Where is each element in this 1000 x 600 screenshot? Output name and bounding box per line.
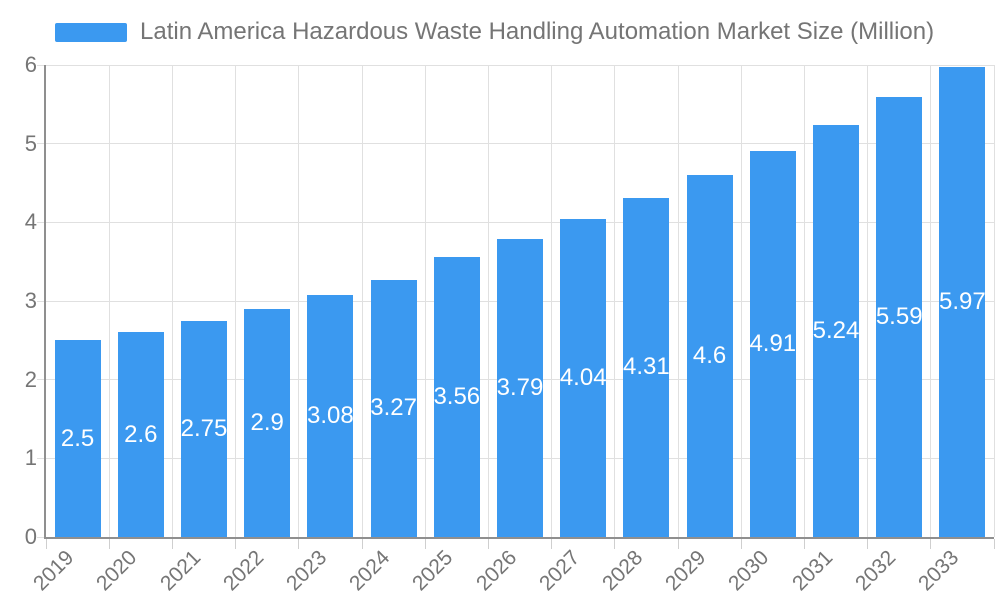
x-axis-label-2031: 2031 xyxy=(787,545,837,596)
x-axis-line xyxy=(44,537,994,539)
bar-value-label: 5.24 xyxy=(812,316,860,344)
y-axis-label-4: 4 xyxy=(24,209,37,235)
y-axis-label-0: 0 xyxy=(24,524,37,549)
x-tick-11 xyxy=(740,539,742,549)
x-axis-label-2032: 2032 xyxy=(850,545,900,596)
bar-2021[interactable]: 2.75 xyxy=(180,320,228,537)
y-tick-3 xyxy=(37,300,45,302)
y-axis-label-1: 1 xyxy=(24,445,37,471)
bar-2028[interactable]: 4.31 xyxy=(623,197,670,537)
gridline-v-8 xyxy=(551,65,553,537)
x-axis-label-2025: 2025 xyxy=(408,545,458,596)
y-axis-label-6: 6 xyxy=(24,52,37,77)
legend-swatch xyxy=(55,22,127,42)
bar-value-label: 3.79 xyxy=(496,373,544,401)
x-tick-2 xyxy=(171,539,173,549)
x-tick-10 xyxy=(677,539,679,549)
x-axis-label-2021: 2021 xyxy=(155,545,205,596)
y-tick-6 xyxy=(37,64,45,66)
bar-value-label: 4.6 xyxy=(692,342,727,370)
x-tick-14 xyxy=(930,539,932,549)
x-axis-label-2033: 2033 xyxy=(913,545,964,596)
x-tick-1 xyxy=(108,539,110,549)
gridline-h-6 xyxy=(46,64,994,66)
bar-value-label: 2.75 xyxy=(180,414,228,442)
x-axis-label-2029: 2029 xyxy=(661,545,711,596)
bar-value-label: 5.59 xyxy=(875,303,923,331)
gridline-v-4 xyxy=(298,65,300,537)
bar-2027[interactable]: 4.04 xyxy=(559,219,607,537)
bar-2029[interactable]: 4.6 xyxy=(686,175,733,537)
bar-value-label: 2.5 xyxy=(60,424,95,452)
gridline-v-5 xyxy=(361,65,363,537)
x-tick-5 xyxy=(361,539,363,549)
gridline-v-12 xyxy=(803,65,805,537)
gridline-v-11 xyxy=(740,65,742,537)
x-tick-15 xyxy=(993,539,995,549)
x-axis-label-2030: 2030 xyxy=(724,545,774,596)
bar-2020[interactable]: 2.6 xyxy=(117,332,164,537)
gridline-v-6 xyxy=(424,65,426,537)
bar-value-label: 4.31 xyxy=(623,353,670,381)
y-axis-label-3: 3 xyxy=(24,288,37,313)
bar-2024[interactable]: 3.27 xyxy=(370,279,417,537)
gridline-v-7 xyxy=(487,65,489,537)
bar-value-label: 5.97 xyxy=(939,288,986,316)
y-tick-0 xyxy=(37,536,45,538)
bar-2023[interactable]: 3.08 xyxy=(307,294,354,537)
gridline-h-4 xyxy=(46,221,994,223)
gridline-h-5 xyxy=(46,143,994,145)
x-axis-label-2026: 2026 xyxy=(471,545,521,596)
bar-2033[interactable]: 5.97 xyxy=(939,67,986,537)
y-axis-label-5: 5 xyxy=(24,130,37,156)
x-tick-0 xyxy=(45,539,47,549)
bar-value-label: 4.91 xyxy=(749,329,797,357)
x-axis-label-2022: 2022 xyxy=(218,545,268,596)
x-tick-6 xyxy=(424,539,426,549)
bar-value-label: 2.6 xyxy=(124,420,158,448)
bar-2019[interactable]: 2.5 xyxy=(54,340,101,537)
gridline-v-9 xyxy=(614,65,616,537)
y-tick-2 xyxy=(37,379,45,381)
bar-2032[interactable]: 5.59 xyxy=(875,97,923,537)
x-tick-7 xyxy=(487,539,489,549)
x-axis-label-2019: 2019 xyxy=(29,545,79,596)
x-tick-8 xyxy=(551,539,553,549)
bar-2030[interactable]: 4.91 xyxy=(749,150,797,537)
x-tick-4 xyxy=(298,539,300,549)
legend-label: Latin America Hazardous Waste Handling A… xyxy=(140,18,935,45)
gridline-v-3 xyxy=(235,65,237,537)
bar-2022[interactable]: 2.9 xyxy=(244,308,291,537)
y-tick-4 xyxy=(37,221,45,223)
x-tick-3 xyxy=(235,539,237,549)
y-axis-label-2: 2 xyxy=(24,366,37,392)
x-axis-label-2023: 2023 xyxy=(281,545,332,596)
x-tick-12 xyxy=(803,539,805,549)
gridline-v-10 xyxy=(677,65,679,537)
x-axis-label-2024: 2024 xyxy=(345,545,395,596)
bar-value-label: 4.04 xyxy=(559,364,607,392)
bar-2025[interactable]: 3.56 xyxy=(433,256,481,537)
bar-value-label: 2.9 xyxy=(250,408,284,436)
y-tick-1 xyxy=(37,457,45,459)
x-axis-label-2028: 2028 xyxy=(597,545,648,596)
bar-value-label: 3.08 xyxy=(307,401,354,429)
gridline-v-15 xyxy=(993,65,995,537)
gridline-v-1 xyxy=(108,65,110,537)
legend-item[interactable]: Latin America Hazardous Waste Handling A… xyxy=(55,19,934,45)
bar-value-label: 3.56 xyxy=(433,382,481,410)
bar-2026[interactable]: 3.79 xyxy=(496,238,544,537)
x-tick-9 xyxy=(614,539,616,549)
x-axis-label-2020: 2020 xyxy=(92,545,142,596)
gridline-v-14 xyxy=(930,65,932,537)
y-axis-line xyxy=(44,65,46,539)
gridline-v-13 xyxy=(867,65,869,537)
bar-2031[interactable]: 5.24 xyxy=(812,124,860,537)
x-axis-label-2027: 2027 xyxy=(534,545,584,596)
gridline-v-2 xyxy=(171,65,173,537)
bar-value-label: 3.27 xyxy=(370,394,417,422)
x-tick-13 xyxy=(867,539,869,549)
y-tick-5 xyxy=(37,143,45,145)
